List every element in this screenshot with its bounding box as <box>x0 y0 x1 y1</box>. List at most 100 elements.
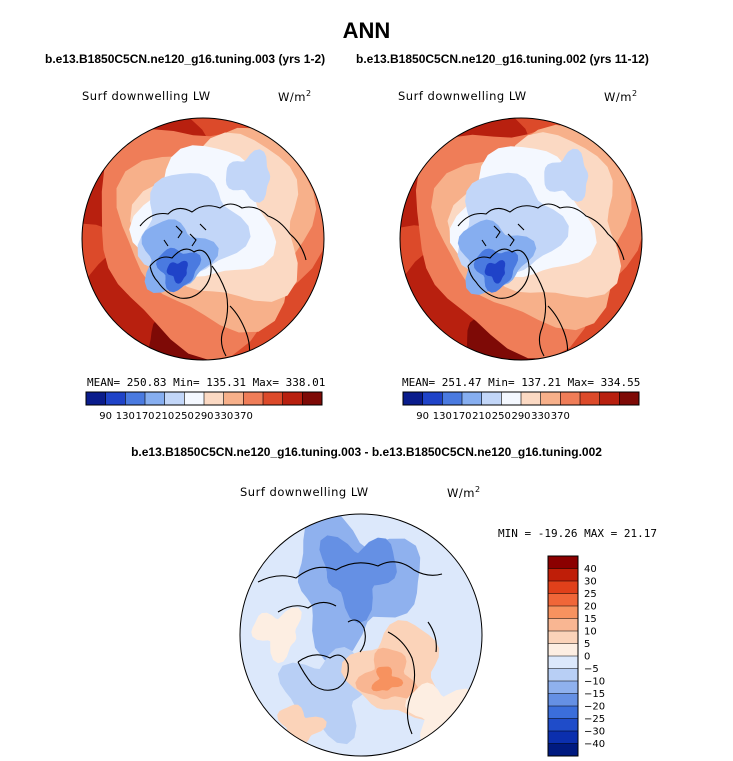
colorbar-frame <box>85 391 323 406</box>
difference-title: b.e13.B1850C5CN.ne120_g16.tuning.003 - b… <box>131 445 602 459</box>
colorbar-tick-label: 40 <box>584 564 597 575</box>
case-title-right: b.e13.B1850C5CN.ne120_g16.tuning.002 (yr… <box>356 52 649 66</box>
colorbar-cell <box>282 392 303 405</box>
colorbar-tick-label: −30 <box>584 727 605 738</box>
contour-band <box>166 260 188 284</box>
contour-band <box>225 149 271 203</box>
polar-map-test <box>81 117 325 361</box>
colorbar-cell <box>184 392 205 405</box>
units-label: W/m2 <box>447 485 481 500</box>
colorbar-cell <box>580 392 600 405</box>
colorbar-cell <box>145 392 165 405</box>
field <box>240 514 482 756</box>
colorbar-tick-label: 130 <box>116 411 135 422</box>
coastline <box>481 223 525 247</box>
colorbar-tick-label: 10 <box>584 627 597 638</box>
colorbar-tick-label: 0 <box>584 652 590 663</box>
colorbar-cell <box>481 392 502 405</box>
colorbar-cell <box>548 693 578 707</box>
coastline <box>139 203 307 261</box>
colorbar-tick-label: 90 <box>416 411 429 422</box>
map-border <box>239 513 483 757</box>
colorbar-tick-label: 30 <box>584 577 597 588</box>
contour-band <box>484 260 506 284</box>
colorbar-tick-label: 15 <box>584 614 597 625</box>
colorbar-tick-label: 330 <box>531 411 550 422</box>
colorbar-frame <box>402 391 640 406</box>
colorbar-tick-label: 170 <box>135 411 154 422</box>
colorbar-tick-label: 90 <box>99 411 112 422</box>
colorbar-tick-label: 25 <box>584 589 597 600</box>
colorbar-cell <box>521 392 541 405</box>
coastline <box>297 654 349 691</box>
colorbar-tick-label: 210 <box>155 411 174 422</box>
colorbar-cell <box>619 392 640 405</box>
colorbar-cell <box>548 606 578 619</box>
coastline <box>149 248 212 299</box>
colorbar-cell <box>204 392 224 405</box>
stats-label: MEAN= 250.83 Min= 135.31 Max= 338.01 <box>87 376 326 389</box>
colorbar-tick-label: −5 <box>584 664 599 675</box>
coastline <box>163 223 207 247</box>
colorbar-tick-label: 130 <box>433 411 452 422</box>
polar-map-difference <box>239 513 483 757</box>
colorbar-frame <box>547 555 579 757</box>
colorbar-cell <box>548 568 578 582</box>
colorbar-cell <box>548 643 578 657</box>
variable-label: Surf downwelling LW <box>82 89 211 103</box>
colorbar-tick-label: 250 <box>492 411 511 422</box>
colorbar-tick-label: 170 <box>452 411 471 422</box>
colorbar-cell <box>86 392 106 405</box>
colorbar-cell <box>548 668 578 682</box>
coastline <box>277 601 366 653</box>
colorbar-control: 90 130 170 210 250 290 330 370 <box>402 391 640 422</box>
colorbar-cell <box>548 581 578 594</box>
colorbar-cell <box>548 731 578 744</box>
coastline <box>467 248 530 299</box>
colorbar-cell <box>548 681 578 694</box>
colorbar-cell <box>302 392 323 405</box>
colorbar-cell <box>422 392 443 405</box>
variable-label: Surf downwelling LW <box>398 89 527 103</box>
colorbar-tick-label: −20 <box>584 702 605 713</box>
colorbar-tick-label: 370 <box>551 411 570 422</box>
colorbar-tick-label: −25 <box>584 714 605 725</box>
variable-label: Surf downwelling LW <box>240 485 369 499</box>
coastline <box>387 621 437 735</box>
case-title-left: b.e13.B1850C5CN.ne120_g16.tuning.003 (yr… <box>45 52 326 66</box>
contour-band <box>544 148 589 202</box>
contour-band <box>319 535 397 624</box>
colorbar-tick-label: 290 <box>511 411 530 422</box>
colorbar-cell <box>540 392 561 405</box>
colorbar-cell <box>164 392 185 405</box>
colorbar-tick-label: 290 <box>194 411 213 422</box>
colorbar-tick-label: 250 <box>175 411 194 422</box>
contour-band <box>251 607 302 664</box>
season-title: ANN <box>342 18 391 43</box>
colorbar-tick-label: −10 <box>584 677 605 688</box>
colorbar-cell <box>548 706 578 719</box>
colorbar-tick-label: 5 <box>584 639 590 650</box>
colorbar-cell <box>105 392 126 405</box>
colorbar-cell <box>599 392 620 405</box>
colorbar-tick-label: 370 <box>234 411 253 422</box>
colorbar-cell <box>403 392 423 405</box>
coastline <box>457 203 625 261</box>
colorbar-cell <box>243 392 264 405</box>
colorbar-cell <box>548 593 578 607</box>
colorbar-cell <box>548 631 578 644</box>
colorbar-cell <box>548 618 578 632</box>
colorbar-cell <box>263 392 283 405</box>
colorbar-cell <box>560 392 581 405</box>
coastline <box>257 561 443 583</box>
colorbar-test: 90 130 170 210 250 290 330 370 <box>85 391 323 422</box>
contour-band <box>405 682 475 750</box>
colorbar-cell <box>223 392 244 405</box>
colorbar-cell <box>125 392 146 405</box>
stats-label: MIN = -19.26 MAX = 21.17 <box>498 527 657 540</box>
colorbar-cell <box>442 392 463 405</box>
stats-label: MEAN= 251.47 Min= 137.21 Max= 334.55 <box>402 376 641 389</box>
map-border <box>399 117 643 361</box>
units-label: W/m2 <box>278 89 312 104</box>
